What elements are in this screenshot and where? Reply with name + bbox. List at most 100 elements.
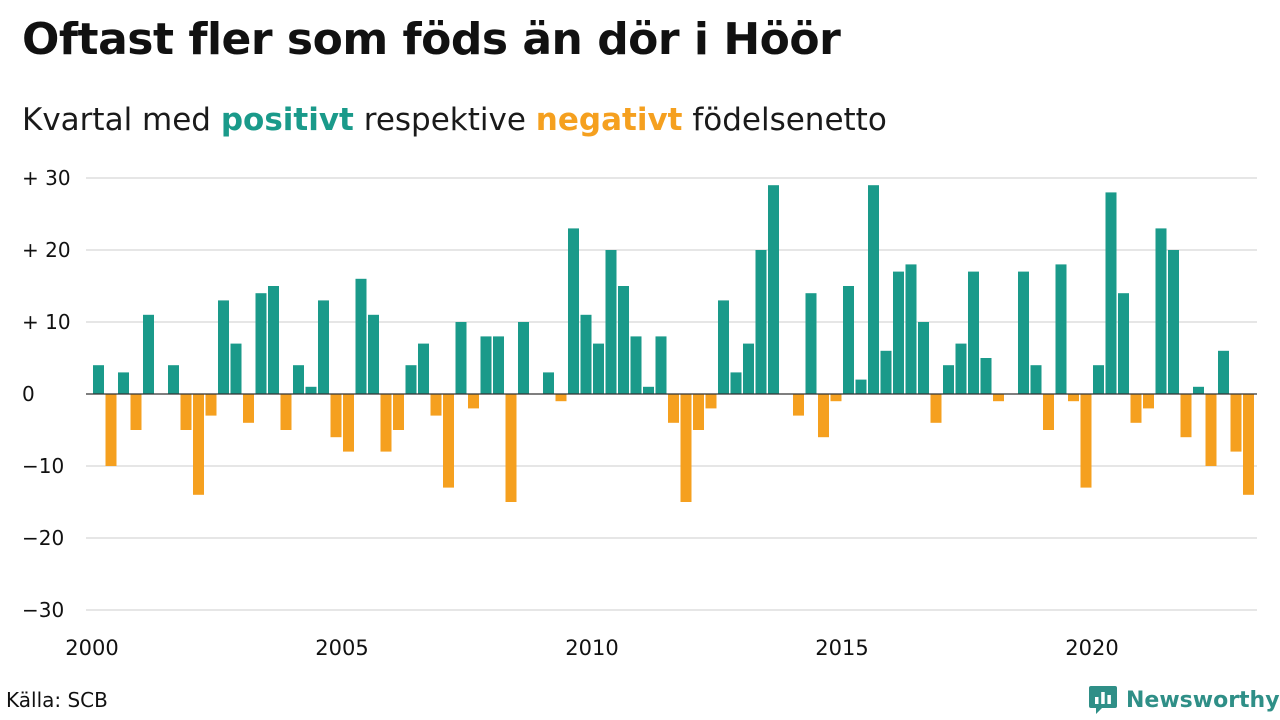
bar-chart: + 30+ 20+ 100−10−20−30 2000 2005 2010 2015 2… <box>22 166 1257 660</box>
chart-title: Oftast fler som föds än dör i Höör <box>22 14 841 65</box>
bar-2007-q4 <box>480 336 492 394</box>
bar-2017-q3 <box>968 271 979 394</box>
x-tick-label: 2005 <box>315 636 368 660</box>
bar-2009-q2 <box>555 394 567 402</box>
bar-2019-q3 <box>1068 394 1079 402</box>
bar-2012-q2 <box>705 394 717 409</box>
bar-2016-q2 <box>905 264 917 394</box>
bar-2017-q1 <box>943 365 954 394</box>
bar-2007-q1 <box>443 394 454 488</box>
bar-2015-q1 <box>843 286 854 394</box>
y-tick-label: + 10 <box>22 310 71 334</box>
subtitle-suffix: födelsenetto <box>692 102 887 138</box>
y-tick-label: + 20 <box>22 238 71 262</box>
bar-2014-q3 <box>818 394 829 438</box>
bar-2012-q4 <box>730 372 742 394</box>
bar-2010-q4 <box>630 336 642 394</box>
bar-2002-q4 <box>230 343 242 394</box>
bar-2003-q4 <box>280 394 292 430</box>
bar-2010-q2 <box>605 250 617 394</box>
bar-2018-q1 <box>993 394 1004 402</box>
bar-2021-q4 <box>1180 394 1192 438</box>
bar-2006-q1 <box>393 394 404 430</box>
brand-name: Newsworthy <box>1126 687 1280 713</box>
x-axis-ticks: 2000 2005 2010 2015 2020 <box>65 636 1118 660</box>
bar-2011-q3 <box>668 394 679 423</box>
bar-2019-q4 <box>1080 394 1092 488</box>
bar-2011-q1 <box>643 386 654 394</box>
bar-2003-q1 <box>243 394 254 423</box>
bar-2020-q2 <box>1105 192 1117 394</box>
bar-2008-q1 <box>493 336 504 394</box>
bar-2016-q4 <box>930 394 942 423</box>
bar-2021-q1 <box>1143 394 1154 409</box>
bar-2010-q3 <box>618 286 629 394</box>
y-tick-label: 0 <box>22 382 35 406</box>
bar-2009-q3 <box>568 228 579 394</box>
bar-2007-q2 <box>455 322 467 394</box>
y-tick-label: −30 <box>22 598 64 622</box>
bar-2000-q4 <box>130 394 142 430</box>
bar-2019-q1 <box>1043 394 1054 430</box>
subtitle-positive-word: positivt <box>220 102 354 138</box>
bar-2013-q3 <box>768 185 779 394</box>
bar-2010-q1 <box>593 343 604 394</box>
subtitle-negative-word: negativt <box>535 102 683 138</box>
subtitle-middle: respektive <box>363 102 526 138</box>
bar-2013-q1 <box>743 343 754 394</box>
bar-2014-q1 <box>793 394 804 416</box>
source-note: Källa: SCB <box>6 688 108 712</box>
bar-2004-q4 <box>330 394 342 438</box>
bar-2016-q1 <box>893 271 904 394</box>
bar-2022-q4 <box>1230 394 1242 452</box>
bar-2004-q3 <box>318 300 329 394</box>
bar-2002-q2 <box>205 394 217 416</box>
bar-2006-q4 <box>430 394 442 416</box>
grid-lines <box>86 177 1257 611</box>
bar-2021-q2 <box>1155 228 1167 394</box>
bar-2005-q4 <box>380 394 392 452</box>
bar-2020-q3 <box>1118 293 1129 394</box>
bar-2022-q2 <box>1205 394 1217 466</box>
bar-2007-q3 <box>468 394 479 409</box>
bar-2005-q1 <box>343 394 354 452</box>
bar-2000-q2 <box>105 394 117 466</box>
bar-2008-q2 <box>505 394 517 502</box>
bar-2022-q3 <box>1218 350 1229 394</box>
newsworthy-logo-icon <box>1089 686 1117 714</box>
bar-2004-q1 <box>293 365 304 394</box>
bar-2008-q3 <box>518 322 529 394</box>
brand-logo-group: Newsworthy <box>1088 682 1280 718</box>
bar-2017-q4 <box>980 358 992 394</box>
bar-2018-q3 <box>1018 271 1029 394</box>
x-tick-label: 2020 <box>1065 636 1118 660</box>
y-tick-label: −10 <box>22 454 64 478</box>
y-tick-label: −20 <box>22 526 64 550</box>
x-tick-label: 2000 <box>65 636 118 660</box>
bar-2001-q1 <box>143 314 154 394</box>
bar-2001-q3 <box>168 365 179 394</box>
bar-2015-q2 <box>855 379 867 394</box>
bar-2022-q1 <box>1193 386 1204 394</box>
bar-2011-q4 <box>680 394 692 502</box>
bar-2005-q3 <box>368 314 379 394</box>
chart-subtitle: Kvartal med positivt respektive negativt… <box>22 98 887 142</box>
bar-2011-q2 <box>655 336 667 394</box>
bar-2018-q4 <box>1030 365 1042 394</box>
bar-2013-q2 <box>755 250 767 394</box>
y-tick-label: + 30 <box>22 166 71 190</box>
bar-2009-q1 <box>543 372 554 394</box>
bar-2014-q4 <box>830 394 842 402</box>
bar-2001-q4 <box>180 394 192 430</box>
bar-2023-q1 <box>1243 394 1254 495</box>
bars <box>93 185 1254 502</box>
bar-2004-q2 <box>305 386 317 394</box>
x-tick-label: 2010 <box>565 636 618 660</box>
bar-2014-q2 <box>805 293 817 394</box>
bar-2019-q2 <box>1055 264 1067 394</box>
x-tick-label: 2015 <box>815 636 868 660</box>
bar-2006-q3 <box>418 343 429 394</box>
bar-2005-q2 <box>355 278 367 394</box>
bar-2020-q4 <box>1130 394 1142 423</box>
bar-2015-q3 <box>868 185 879 394</box>
